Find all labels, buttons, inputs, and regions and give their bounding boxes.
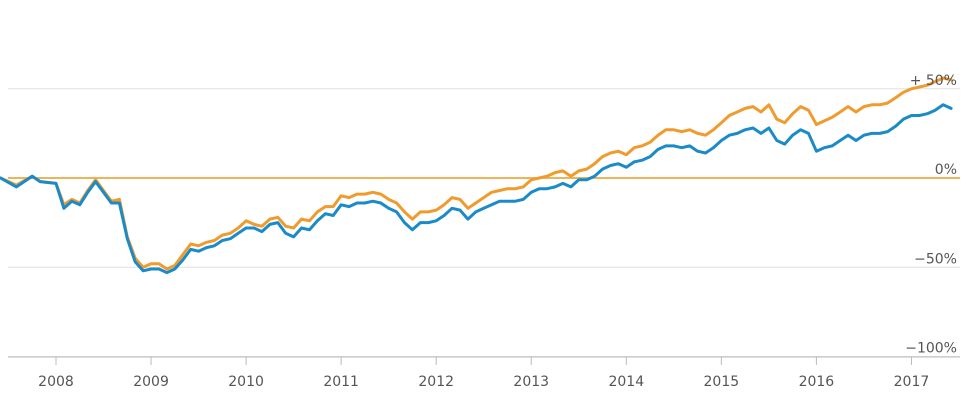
grid-lines bbox=[8, 88, 960, 357]
x-axis: 2008 2009 2010 2011 2012 2013 2014 2015 2016 2017 bbox=[8, 356, 960, 390]
x-tick-label: 2010 bbox=[228, 374, 264, 390]
x-tick-label: 2016 bbox=[799, 374, 835, 390]
series-lines bbox=[0, 76, 953, 275]
x-tick-label: 2008 bbox=[38, 374, 74, 390]
x-tick-label: 2013 bbox=[513, 374, 549, 390]
x-tick-label: 2011 bbox=[323, 374, 359, 390]
x-tick-label: 2012 bbox=[418, 374, 454, 390]
y-tick-label: −100% bbox=[905, 341, 957, 357]
x-tick-label: 2015 bbox=[704, 374, 740, 390]
y-tick-label: −50% bbox=[914, 251, 957, 267]
series-line-1 bbox=[0, 76, 953, 271]
x-tick-label: 2009 bbox=[133, 374, 169, 390]
y-tick-label: 0% bbox=[935, 162, 957, 178]
y-tick-label: + 50% bbox=[910, 73, 957, 89]
series-line-2 bbox=[0, 103, 953, 275]
y-axis-tick-labels: + 50% 0% −50% −100% bbox=[905, 73, 957, 357]
x-tick-label: 2014 bbox=[608, 374, 644, 390]
x-tick-label: 2017 bbox=[894, 374, 930, 390]
